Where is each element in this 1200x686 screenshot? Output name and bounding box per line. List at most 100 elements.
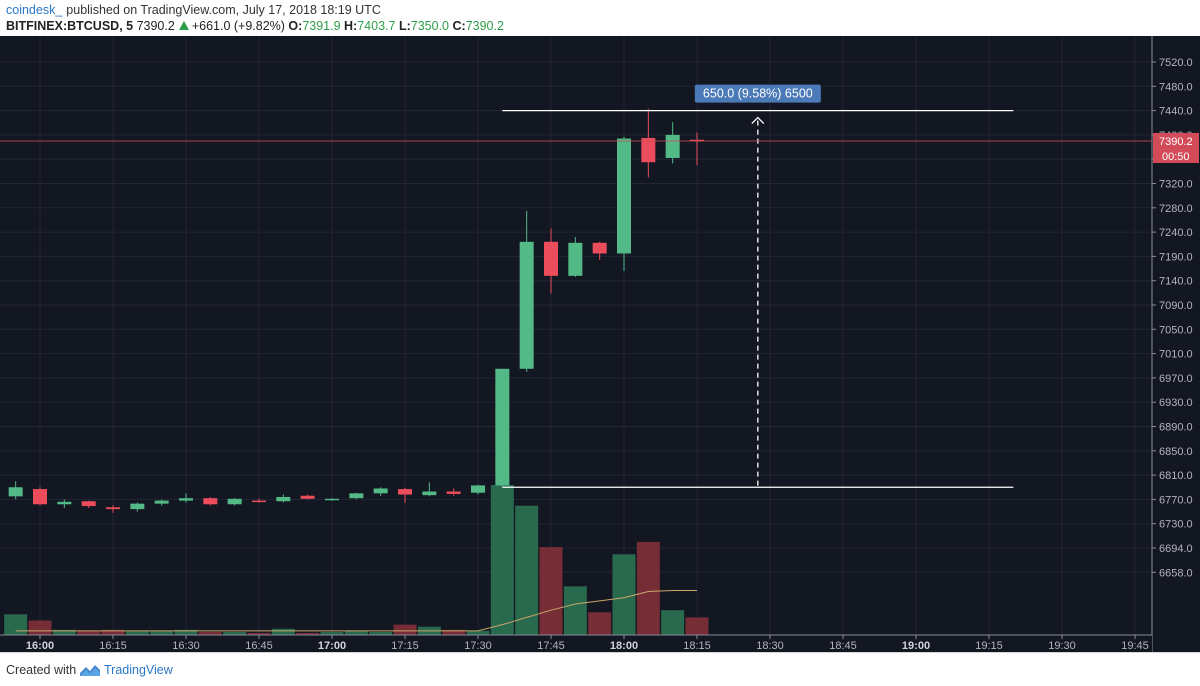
current-price-badge [1153,132,1199,148]
high-value: 7403.7 [357,19,396,33]
measure-label-box [694,84,821,103]
volume-bar [296,632,320,635]
countdown-label: 00:50 [1162,151,1190,163]
candle-body [325,498,339,501]
candle [641,108,656,178]
open-label: O: [288,19,303,33]
price-tick-label: 7480.0 [1159,81,1193,93]
time-tick-label: 16:30 [172,640,200,652]
grid-lines [0,36,1152,635]
price-tick-label: 6850.0 [1159,446,1193,458]
countdown-badge [1153,147,1199,163]
volume-bar [125,630,149,635]
candle [544,228,558,294]
price-tick-label: 7050.0 [1159,324,1193,336]
volume-bar [4,614,28,635]
price-tick-label: 7320.0 [1159,179,1193,191]
price-tick-label: 7280.0 [1159,203,1193,215]
candle [373,487,388,496]
candle [227,498,242,506]
time-tick-label: 18:30 [756,640,784,652]
candle [8,481,23,500]
price-tick-label: 6658.0 [1159,567,1193,579]
candle [276,494,291,503]
candle [106,505,120,513]
price-tick-label: 6970.0 [1159,373,1193,385]
volume-bar [442,629,466,635]
author-link[interactable]: coindesk_ [6,3,63,17]
close-value: 7390.2 [465,19,504,33]
tradingview-brand[interactable]: TradingView [104,663,173,677]
candle-body [544,241,558,276]
current-price-label: 7390.2 [1159,136,1193,148]
candle [81,500,96,508]
candle [203,496,218,506]
created-with-text: Created with [6,663,77,677]
candle [252,498,266,503]
candle-body [154,500,169,504]
candle [568,236,583,277]
time-tick-label: 19:15 [975,640,1003,652]
candle [325,498,339,501]
tradingview-logo-icon [80,665,100,676]
candle-body [617,138,631,254]
volume-bar [466,630,490,635]
candles [8,108,704,513]
volume-bar [344,630,368,635]
price-tick-label: 6730.0 [1159,519,1193,531]
candle-body [57,501,72,505]
candle [422,482,437,497]
volume-bar [588,612,612,635]
candle-body [471,485,485,493]
candle [495,368,510,488]
chart-header-line1: coindesk_ published on TradingView.com, J… [6,3,381,17]
volume-bars [4,485,709,635]
candle [349,492,364,500]
volume-bar [271,628,295,635]
candle-body [373,488,388,494]
time-tick-label: 17:30 [464,640,492,652]
chart-background [0,36,1200,652]
candle [154,499,169,506]
time-tick-label: 17:00 [318,640,346,652]
candle-body [106,507,120,510]
price-tick-label: 7140.0 [1159,276,1193,288]
volume-bar [490,485,514,635]
candle-body [276,496,291,502]
time-tick-label: 19:00 [902,640,930,652]
candle [519,210,534,372]
volume-bar [320,631,344,635]
time-axis-bg [0,635,1152,652]
last-price: 7390.2 [136,19,175,33]
low-value: 7350.0 [410,19,449,33]
price-axis[interactable]: 7520.07480.07440.07400.07360.07320.07280… [0,36,1200,652]
time-axis[interactable]: 16:00 16:15 16:30 16:45 17:00 17:15 17:30 17:45… [0,634,1152,652]
price-tick-label: 6694.0 [1159,543,1193,555]
candle [398,487,412,504]
candle-body [446,491,461,494]
measure-label-text: 650.0 (9.58%) 6500 [703,87,813,101]
candle [592,241,607,260]
open-value: 7391.9 [302,19,341,33]
price-tick-label: 7240.0 [1159,227,1193,239]
price-tick-label: 6770.0 [1159,494,1193,506]
price-tick-label: 7090.0 [1159,300,1193,312]
candle-body [349,493,364,499]
volume-bar [369,631,393,635]
volume-bar [539,547,563,635]
volume-bar [612,554,636,635]
volume-ma-line [15,590,697,632]
time-tick-label: 16:45 [245,640,273,652]
time-tick-label: 19:45 [1121,640,1149,652]
candlestick-chart[interactable]: 650.0 (9.58%) 6500 7520.07480.07440.0740… [0,36,1200,652]
measure-tool[interactable]: 650.0 (9.58%) 6500 [502,84,1014,488]
time-tick-label: 16:15 [99,640,127,652]
candle [446,488,461,496]
volume-ma-polyline [15,590,697,632]
measure-arrow-icon [751,116,765,125]
candle-body [592,242,607,254]
candle-body [81,501,96,507]
candle-body [422,491,437,496]
price-change: +661.0 (+9.82%) [191,19,285,33]
candle-body [665,134,680,158]
